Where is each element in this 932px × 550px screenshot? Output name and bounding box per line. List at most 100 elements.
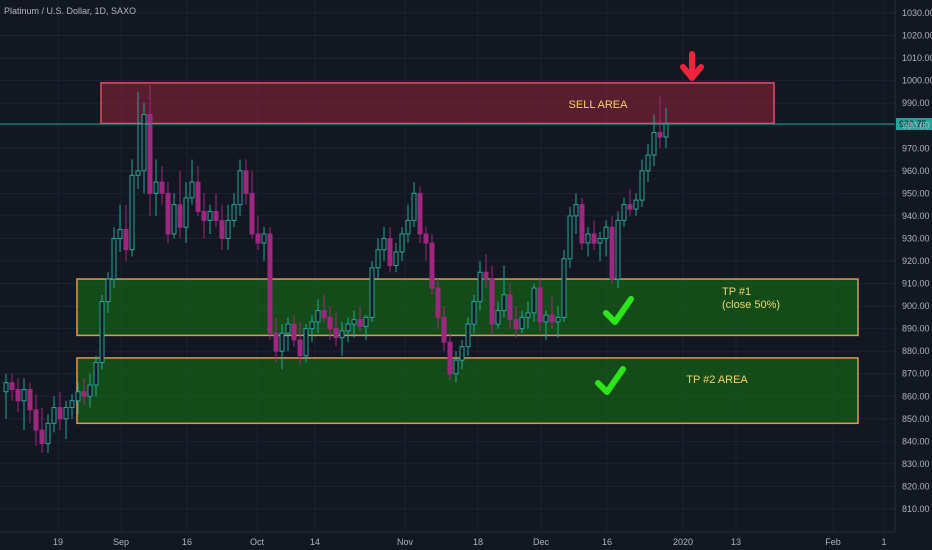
x-tick-label: 16 [602,537,612,547]
candle-body [51,407,57,424]
candle-body [261,233,267,244]
candle [279,324,285,370]
candle-body [99,301,105,363]
candle [489,265,495,334]
candle [597,231,603,261]
candle [303,324,309,363]
candle-body [21,389,27,402]
candle-body [381,237,387,251]
candle-body [225,219,231,239]
candle [243,159,249,205]
candle [519,310,525,334]
candle-body [183,197,189,228]
x-tick-label: 2020 [673,537,693,547]
candle-body [279,332,285,352]
candle [327,306,333,340]
candle-body [489,278,495,325]
candle [561,249,567,322]
candle-body [297,339,303,357]
y-tick-label: 920.00 [902,256,930,266]
candle [321,294,327,322]
candle-body [513,319,519,330]
candle-body [303,328,309,357]
candle-body [237,170,243,206]
candle-body [207,210,213,221]
candle-body [591,233,597,244]
y-tick-label: 880.00 [902,346,930,356]
candle [75,382,81,415]
y-tick-label: 870.00 [902,369,930,379]
candle-body [339,330,345,339]
candle [21,378,27,431]
y-tick-label: 830.00 [902,459,930,469]
candle [603,220,609,257]
candle [3,373,9,419]
candle [447,333,453,381]
candle-body [525,312,531,318]
y-tick-label: 930.00 [902,233,930,243]
candle-body [111,237,117,280]
y-tick-label: 1010.00 [902,53,932,63]
candle [579,197,585,250]
candle [537,279,543,331]
candle-body [309,321,315,330]
candle-body [495,310,501,325]
candle [339,321,345,356]
candle [267,227,273,340]
candle [609,215,615,284]
candle [27,382,33,424]
candle-body [285,323,291,334]
candle [387,227,393,273]
candle-body [657,131,663,138]
candle-body [351,319,357,325]
candle-body [219,219,225,239]
candle [81,378,87,406]
candle [429,233,435,295]
candle [495,301,501,329]
candle [33,394,39,446]
candle-body [357,319,363,327]
candle-body [159,181,165,194]
candle [219,204,225,250]
candle [543,310,549,340]
candle [405,204,411,243]
candle-body [585,233,591,244]
candle-body [597,237,603,244]
candle-body [483,271,489,280]
x-tick-label: Oct [250,537,265,547]
candle-body [177,204,183,228]
x-tick-label: 1 [881,537,886,547]
candle [525,301,531,329]
candle-body [375,249,381,269]
candle [471,294,477,334]
current-price-tag-text: 980.75 [899,119,927,129]
candle-body [291,323,297,341]
candle-body [15,389,21,402]
candle [555,306,561,338]
candle-body [567,215,573,260]
candle [135,91,141,189]
candle [453,351,459,383]
sell-area-label: SELL AREA [569,99,629,111]
candle-body [471,301,477,325]
candle-body [273,332,279,352]
candle [651,114,657,167]
candle-body [561,258,567,318]
x-tick-label: Feb [825,537,841,547]
candle-body [57,407,63,420]
candle [423,227,429,261]
candle-body [93,361,99,386]
y-tick-label: 1020.00 [902,31,932,41]
tp2-check-icon [595,366,626,395]
candle [459,339,465,370]
candle [201,193,207,239]
y-tick-label: 970.00 [902,143,930,153]
candle-body [255,233,261,244]
candle [57,391,63,431]
candle [591,220,597,250]
candle-body [507,294,513,321]
candle-body [153,181,159,194]
candle [183,182,189,243]
candle [69,394,75,419]
